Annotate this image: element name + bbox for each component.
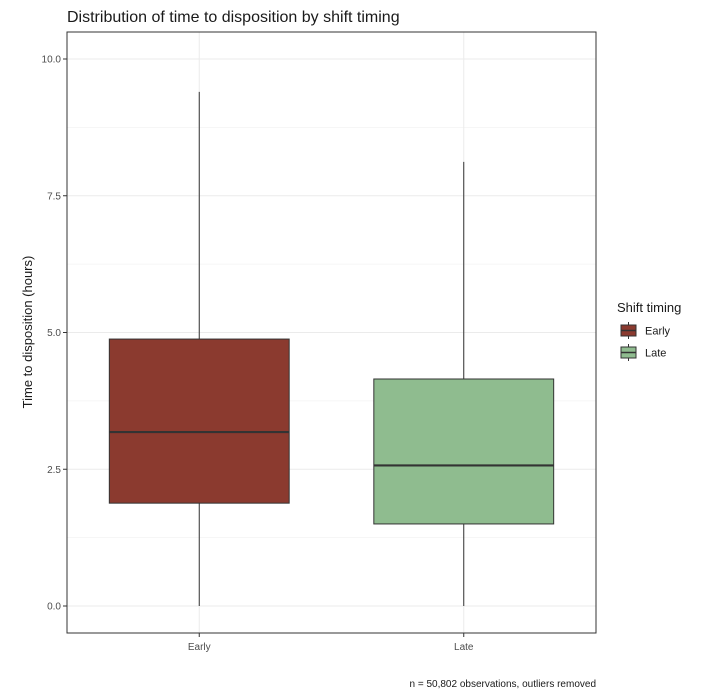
- plot-panel: [66, 31, 597, 634]
- legend-entries: Early Late: [620, 322, 671, 361]
- legend-entry-late: Late: [620, 344, 666, 361]
- chart-caption: n = 50,802 observations, outliers remove…: [410, 679, 597, 690]
- x-axis: Early Late: [188, 633, 474, 653]
- legend-title: Shift timing: [617, 300, 681, 315]
- boxplot-early: [108, 91, 290, 606]
- x-tick-label: Late: [454, 642, 474, 653]
- y-tick-label: 5.0: [47, 328, 61, 339]
- y-axis-title: Time to disposition (hours): [20, 256, 35, 409]
- box-iqr: [108, 338, 290, 504]
- chart-title: Distribution of time to disposition by s…: [67, 9, 400, 26]
- legend-entry-early: Early: [620, 322, 671, 339]
- x-tick-label: Early: [188, 642, 211, 653]
- box-iqr: [373, 378, 555, 525]
- y-tick-label: 7.5: [47, 191, 61, 202]
- legend-label: Late: [645, 348, 666, 360]
- boxplots: [108, 91, 555, 606]
- legend-label: Early: [645, 326, 671, 338]
- legend: Shift timing Early Late: [617, 300, 681, 361]
- y-axis: 0.0 2.5 5.0 7.5 10.0: [42, 55, 67, 613]
- y-tick-label: 0.0: [47, 602, 61, 613]
- y-tick-label: 10.0: [42, 55, 62, 66]
- boxplot-late: [373, 161, 555, 606]
- y-tick-label: 2.5: [47, 465, 61, 476]
